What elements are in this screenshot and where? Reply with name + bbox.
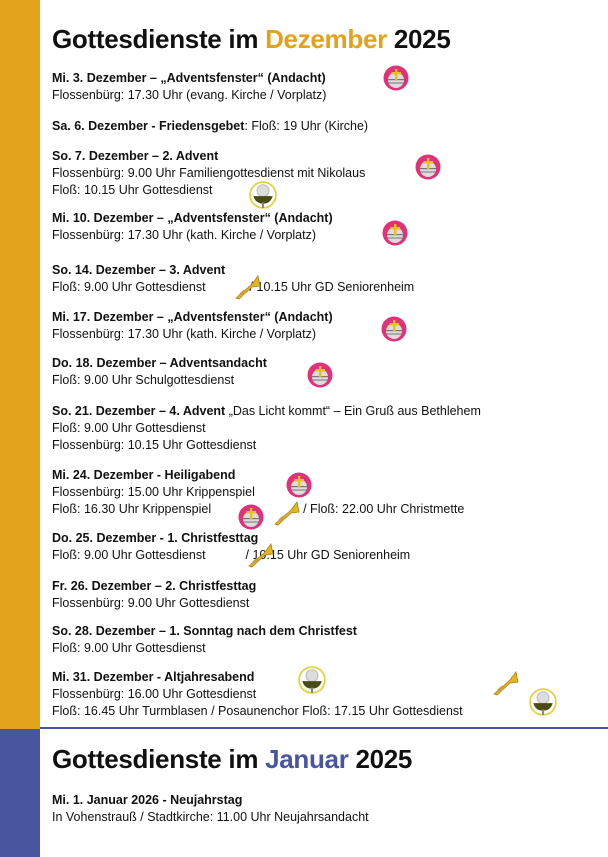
advent-window-icon <box>238 504 264 530</box>
entry-heading: So. 21. Dezember – 4. Advent <box>52 404 226 418</box>
entry-heading: Mi. 24. Dezember - Heiligabend <box>52 468 236 482</box>
trumpet-icon <box>490 668 520 698</box>
entry-line: In Vohenstrauß / Stadtkirche: 11.00 Uhr … <box>52 810 369 824</box>
entry-heading: Mi. 1. Januar 2026 - Neujahrstag <box>52 793 243 807</box>
entry-heading: Do. 25. Dezember - 1. Christfesttag <box>52 531 259 545</box>
entry-dec-10: Mi. 10. Dezember – „Adventsfenster“ (And… <box>52 210 333 244</box>
entry-dec-25: Do. 25. Dezember - 1. Christfesttag Floß:… <box>52 530 410 564</box>
entry-dec-18: Do. 18. Dezember – Adventsandacht Floß: 9… <box>52 355 267 389</box>
entry-line: Floß: 16.30 Uhr Krippenspiel <box>52 502 212 516</box>
entry-heading: So. 7. Dezember – 2. Advent <box>52 149 219 163</box>
entry-dec-26: Fr. 26. Dezember – 2. Christfesttag Floss… <box>52 578 256 612</box>
entry-heading: Mi. 3. Dezember – „Adventsfenster“ (Anda… <box>52 71 326 85</box>
entry-line: Flossenbürg: 9.00 Uhr Familiengottesdien… <box>52 166 366 180</box>
entry-heading: Mi. 10. Dezember – „Adventsfenster“ (And… <box>52 211 333 225</box>
entry-heading: Fr. 26. Dezember – 2. Christfesttag <box>52 579 257 593</box>
entry-heading: Sa. 6. Dezember - Friedensgebet <box>52 119 245 133</box>
entry-line: Floß: 9.00 Uhr Gottesdienst <box>52 421 206 435</box>
entry-line: Floß: 9.00 Uhr Gottesdienst <box>52 280 206 294</box>
entry-line: Flossenbürg: 10.15 Uhr Gottesdienst <box>52 438 257 452</box>
title-month: Januar <box>265 744 349 774</box>
communion-chalice-icon <box>529 688 557 716</box>
entry-heading: Mi. 31. Dezember - Altjahresabend <box>52 670 255 684</box>
entry-line: „Das Licht kommt“ – Ein Gruß aus Bethleh… <box>225 404 481 418</box>
entry-line: Floß: 16.45 Uhr Turmblasen / Posaunencho… <box>52 704 463 718</box>
side-bar-blue <box>0 729 40 857</box>
entry-line: / 10.15 Uhr GD Seniorenheim <box>249 280 415 294</box>
december-title: Gottesdienste im Dezember 2025 <box>52 24 451 55</box>
january-title: Gottesdienste im Januar 2025 <box>52 744 412 775</box>
entry-heading: So. 14. Dezember – 3. Advent <box>52 263 226 277</box>
entry-line: Flossenbürg: 17.30 Uhr (kath. Kirche / V… <box>52 327 317 341</box>
entry-line: Flossenbürg: 15.00 Uhr Krippenspiel <box>52 485 255 499</box>
entry-line: Flossenbürg: 16.00 Uhr Gottesdienst <box>52 687 257 701</box>
communion-chalice-icon <box>249 181 277 209</box>
entry-line: / Floß: 22.00 Uhr Christmette <box>303 502 465 516</box>
title-year: 2025 <box>386 24 451 54</box>
title-year: 2025 <box>348 744 413 774</box>
side-bar-orange <box>0 0 40 729</box>
entry-dec-28: So. 28. Dezember – 1. Sonntag nach dem C… <box>52 623 357 657</box>
title-prefix: Gottesdienste im <box>52 744 266 774</box>
entry-dec-7: So. 7. Dezember – 2. Advent Flossenbürg: … <box>52 148 365 199</box>
entry-jan-1: Mi. 1. Januar 2026 - Neujahrstag In Vohen… <box>52 792 369 826</box>
entry-line: : Floß: 19 Uhr (Kirche) <box>244 119 369 133</box>
entry-heading: Mi. 17. Dezember – „Adventsfenster“ (And… <box>52 310 333 324</box>
section-divider <box>40 727 608 729</box>
entry-heading: So. 28. Dezember – 1. Sonntag nach dem C… <box>52 624 357 638</box>
entry-dec-24: Mi. 24. Dezember - Heiligabend Flossenbür… <box>52 467 464 518</box>
communion-chalice-icon <box>298 666 326 694</box>
entry-dec-17: Mi. 17. Dezember – „Adventsfenster“ (And… <box>52 309 333 343</box>
title-prefix: Gottesdienste im <box>52 24 266 54</box>
trumpet-icon <box>232 272 262 302</box>
trumpet-icon <box>245 540 275 570</box>
entry-line: / 10.15 Uhr GD Seniorenheim <box>245 548 411 562</box>
advent-window-icon <box>286 472 312 498</box>
entry-dec-21: So. 21. Dezember – 4. Advent „Das Licht … <box>52 403 481 454</box>
advent-window-icon <box>307 362 333 388</box>
entry-line: Floß: 9.00 Uhr Schulgottesdienst <box>52 373 235 387</box>
entry-heading: Do. 18. Dezember – Adventsandacht <box>52 356 267 370</box>
advent-window-icon <box>415 154 441 180</box>
entry-dec-14: So. 14. Dezember – 3. Advent Floß: 9.00 U… <box>52 262 414 296</box>
entry-line: Flossenbürg: 17.30 Uhr (evang. Kirche / … <box>52 88 327 102</box>
advent-window-icon <box>382 220 408 246</box>
entry-line: Floß: 9.00 Uhr Gottesdienst <box>52 641 206 655</box>
entry-line: Floß: 10.15 Uhr Gottesdienst <box>52 183 213 197</box>
trumpet-icon <box>271 498 301 528</box>
entry-dec-6: Sa. 6. Dezember - Friedensgebet: Floß: 1… <box>52 118 368 135</box>
entry-line: Floß: 9.00 Uhr Gottesdienst <box>52 548 206 562</box>
advent-window-icon <box>383 65 409 91</box>
advent-window-icon <box>381 316 407 342</box>
title-month: Dezember <box>265 24 387 54</box>
entry-line: Flossenbürg: 17.30 Uhr (kath. Kirche / V… <box>52 228 317 242</box>
entry-dec-3: Mi. 3. Dezember – „Adventsfenster“ (Anda… <box>52 70 326 104</box>
entry-dec-31: Mi. 31. Dezember - Altjahresabend Flossen… <box>52 669 463 720</box>
entry-line: Flossenbürg: 9.00 Uhr Gottesdienst <box>52 596 250 610</box>
